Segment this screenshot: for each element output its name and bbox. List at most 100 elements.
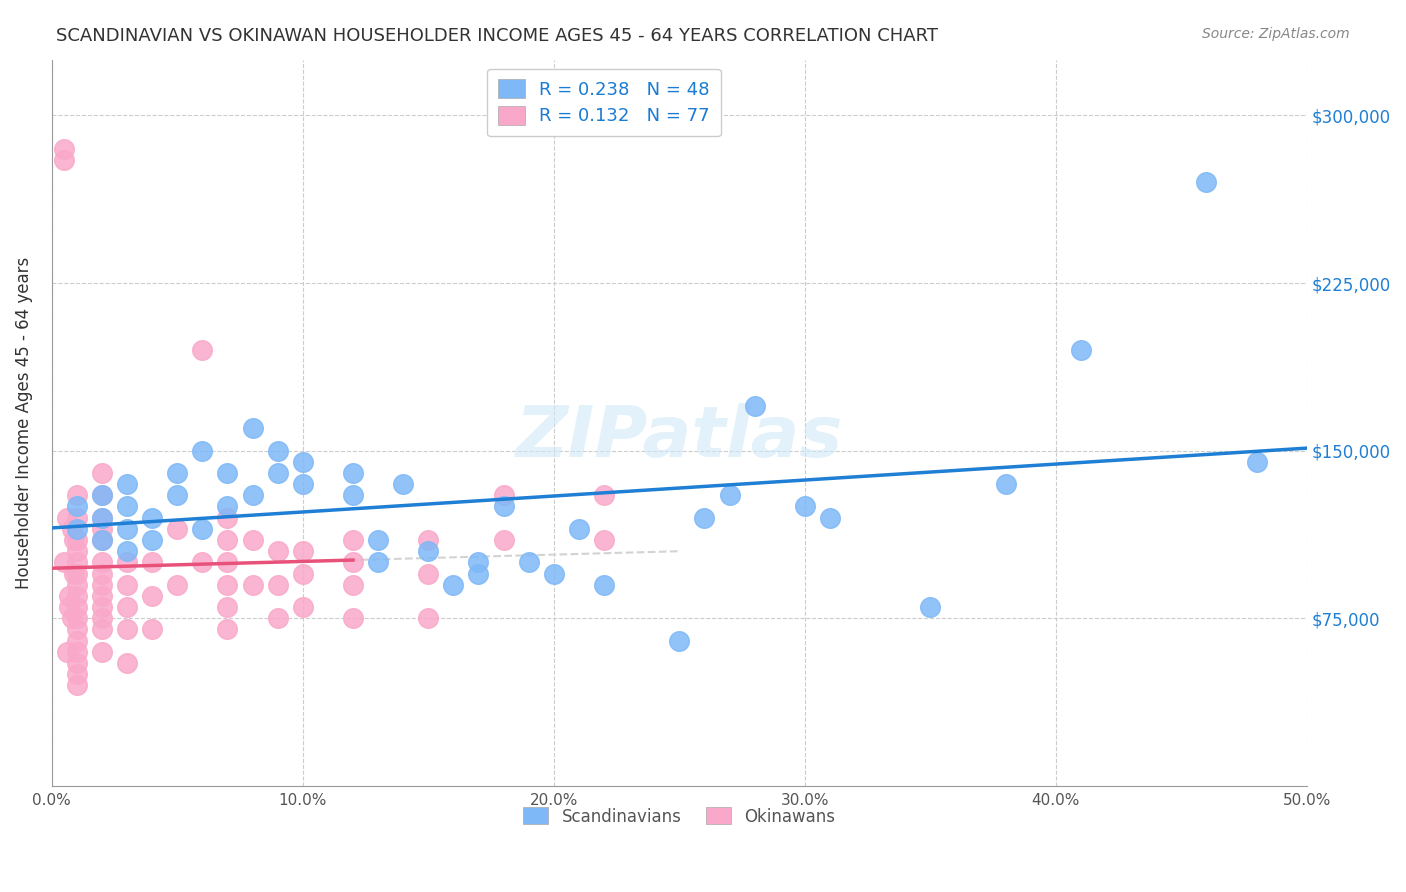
Point xyxy=(166,577,188,591)
Point xyxy=(115,544,138,558)
Point xyxy=(91,611,114,625)
Text: Source: ZipAtlas.com: Source: ZipAtlas.com xyxy=(1202,27,1350,41)
Point xyxy=(91,510,114,524)
Point xyxy=(66,555,89,569)
Point xyxy=(58,589,80,603)
Point xyxy=(418,611,440,625)
Point xyxy=(266,443,288,458)
Point xyxy=(291,455,314,469)
Point xyxy=(63,566,86,581)
Point xyxy=(66,500,89,514)
Point xyxy=(291,544,314,558)
Point xyxy=(793,500,815,514)
Point xyxy=(217,500,239,514)
Point xyxy=(718,488,741,502)
Point xyxy=(60,611,83,625)
Point xyxy=(141,623,163,637)
Point xyxy=(693,510,716,524)
Point xyxy=(91,488,114,502)
Point xyxy=(60,522,83,536)
Point xyxy=(66,623,89,637)
Point xyxy=(66,678,89,692)
Point xyxy=(191,343,214,357)
Text: ZIPatlas: ZIPatlas xyxy=(516,402,844,472)
Point xyxy=(492,488,515,502)
Point xyxy=(467,555,489,569)
Point xyxy=(418,566,440,581)
Point xyxy=(91,522,114,536)
Point xyxy=(66,544,89,558)
Point xyxy=(91,488,114,502)
Point xyxy=(91,555,114,569)
Point xyxy=(91,600,114,615)
Point xyxy=(217,623,239,637)
Y-axis label: Householder Income Ages 45 - 64 years: Householder Income Ages 45 - 64 years xyxy=(15,257,32,589)
Point xyxy=(266,577,288,591)
Point xyxy=(342,466,364,480)
Point xyxy=(66,533,89,547)
Point xyxy=(367,555,389,569)
Point xyxy=(66,656,89,670)
Point xyxy=(115,600,138,615)
Point xyxy=(115,555,138,569)
Point xyxy=(1246,455,1268,469)
Point xyxy=(141,589,163,603)
Point xyxy=(744,399,766,413)
Point xyxy=(66,566,89,581)
Point xyxy=(217,510,239,524)
Point xyxy=(217,600,239,615)
Point xyxy=(342,488,364,502)
Point xyxy=(63,533,86,547)
Point xyxy=(441,577,464,591)
Point xyxy=(141,555,163,569)
Point xyxy=(291,566,314,581)
Point xyxy=(191,555,214,569)
Point xyxy=(66,600,89,615)
Point xyxy=(66,510,89,524)
Point xyxy=(115,477,138,491)
Point xyxy=(266,466,288,480)
Point xyxy=(418,533,440,547)
Point xyxy=(58,600,80,615)
Point xyxy=(66,589,89,603)
Point xyxy=(66,667,89,681)
Point xyxy=(367,533,389,547)
Point xyxy=(66,577,89,591)
Point xyxy=(115,577,138,591)
Point xyxy=(56,510,79,524)
Point xyxy=(91,566,114,581)
Legend: Scandinavians, Okinawans: Scandinavians, Okinawans xyxy=(513,797,845,836)
Point xyxy=(593,577,616,591)
Point xyxy=(266,544,288,558)
Point xyxy=(492,533,515,547)
Point xyxy=(291,477,314,491)
Point xyxy=(53,153,76,168)
Point xyxy=(266,611,288,625)
Point xyxy=(568,522,591,536)
Point xyxy=(91,510,114,524)
Point xyxy=(115,522,138,536)
Point xyxy=(593,533,616,547)
Point xyxy=(141,533,163,547)
Point xyxy=(242,577,264,591)
Point xyxy=(91,589,114,603)
Point xyxy=(492,500,515,514)
Point xyxy=(920,600,942,615)
Point xyxy=(342,555,364,569)
Point xyxy=(1070,343,1092,357)
Point xyxy=(115,623,138,637)
Point xyxy=(166,522,188,536)
Point xyxy=(66,522,89,536)
Point xyxy=(517,555,540,569)
Point xyxy=(91,645,114,659)
Point xyxy=(1195,176,1218,190)
Point xyxy=(66,645,89,659)
Point xyxy=(994,477,1017,491)
Point xyxy=(342,577,364,591)
Point xyxy=(217,533,239,547)
Point xyxy=(66,611,89,625)
Point xyxy=(668,633,690,648)
Point xyxy=(467,566,489,581)
Point xyxy=(191,443,214,458)
Point xyxy=(56,645,79,659)
